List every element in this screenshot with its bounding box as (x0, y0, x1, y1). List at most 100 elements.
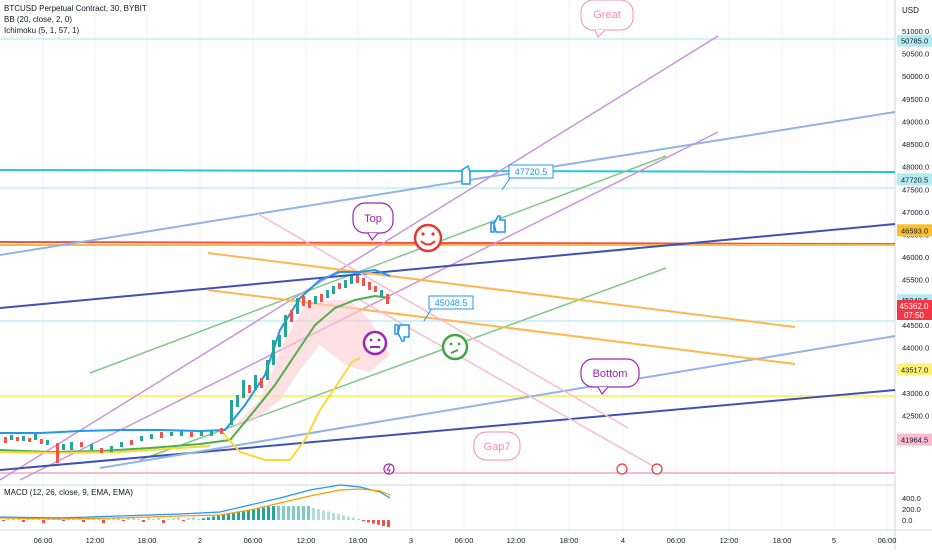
thumbs-down-icon[interactable] (394, 324, 410, 342)
price-badges: 50785.047720.546593.045048.543517.041964… (897, 34, 932, 446)
macd-histogram-bar (322, 510, 325, 520)
us-flag-event-icon (651, 463, 663, 475)
price-tick-label: 46000.0 (902, 253, 929, 262)
price-badge (897, 173, 932, 186)
macd-histogram-bar (227, 513, 230, 520)
price-badge-label: 41964.5 (901, 436, 928, 445)
macd-histogram-bar (242, 511, 245, 520)
price-tick-label: 50000.0 (902, 72, 929, 81)
callout-top[interactable]: Top (352, 202, 394, 242)
time-tick-label: 4 (621, 536, 625, 545)
currency-label[interactable]: USD (902, 6, 919, 15)
macd-histogram-bar (272, 506, 275, 520)
pointing-hand-icon[interactable] (461, 164, 471, 185)
macd-histogram-bar (32, 519, 35, 520)
symbol-legend[interactable]: BTCUSD Perpetual Contract, 30, BYBIT (4, 4, 147, 13)
macd-histogram-bar (92, 519, 95, 520)
macd-histogram-bar (292, 506, 295, 520)
countdown-value: 07:50 (904, 311, 925, 320)
macd-histogram-bar (257, 508, 260, 520)
macd-histogram-bar (282, 506, 285, 520)
price-tick-label: 47500.0 (902, 185, 929, 194)
price-tick-label: 49500.0 (902, 95, 929, 104)
macd-pane[interactable] (0, 484, 391, 528)
price-badge-label: 46593.0 (901, 226, 928, 235)
last-price-badge: 45362.0 07:50 (897, 300, 932, 320)
macd-histogram-bar (277, 506, 280, 520)
macd-histogram-bar (47, 519, 50, 520)
time-tick-label: 2 (198, 536, 202, 545)
callout-great[interactable]: Great (580, 0, 634, 38)
macd-axis: 400.0 200.0 0.0 (902, 494, 921, 525)
confused-face-icon[interactable] (441, 333, 469, 361)
callout-gap[interactable]: Gap7 (473, 431, 521, 461)
macd-histogram-bar (302, 506, 305, 520)
macd-histogram-bar (317, 509, 320, 520)
macd-histogram-bar (42, 520, 45, 523)
time-axis[interactable]: 06:00 12:00 18:00 2 06:00 12:00 18:00 3 06:00 12:… (34, 536, 897, 545)
macd-histogram-bar (367, 520, 370, 523)
happy-face-icon[interactable] (413, 223, 443, 253)
price-callout-45048[interactable]: 45048.5 (423, 295, 474, 322)
macd-histogram-bar (327, 511, 330, 520)
ichimoku-legend[interactable]: Ichimoku (5, 1, 57, 1) (4, 26, 80, 35)
price-tick-label: 48500.0 (902, 140, 929, 149)
macd-histogram-bar (362, 520, 365, 522)
candles (4, 275, 389, 463)
macd-legend[interactable]: MACD (12, 26, close, 9, EMA, EMA) (4, 488, 133, 497)
macd-histogram-bar (377, 520, 380, 525)
macd-histogram-bar (267, 506, 270, 520)
macd-histogram-bar (217, 515, 220, 520)
time-tick-label: 18:00 (138, 536, 157, 545)
macd-histogram-bar (337, 514, 340, 520)
macd-histogram-bar (297, 506, 300, 520)
callout-bottom-label: Bottom (593, 368, 628, 380)
macd-histogram-bar (132, 517, 135, 520)
neutral-face-icon[interactable] (362, 330, 388, 356)
price-tick-label: 50500.0 (902, 50, 929, 59)
macd-histogram-bar (207, 517, 210, 520)
macd-histogram-bar (167, 519, 170, 520)
callout-bottom[interactable]: Bottom (580, 358, 640, 396)
macd-histogram-bar (2, 520, 5, 521)
macd-histogram-bar (312, 508, 315, 520)
horizontal-levels[interactable] (0, 38, 896, 474)
bollinger-bands (0, 268, 391, 461)
macd-histogram-bar (162, 520, 165, 523)
price-badge (897, 34, 932, 47)
macd-histogram-bar (97, 518, 100, 520)
macd-histogram-bar (372, 520, 375, 524)
price-badge (897, 433, 932, 446)
price-callout-47720[interactable]: 47720.5 (501, 164, 554, 191)
macd-histogram-bar (287, 506, 290, 520)
callout-great-label: Great (593, 9, 621, 21)
event-markers[interactable] (383, 463, 663, 475)
time-tick-label: 06:00 (34, 536, 53, 545)
macd-histogram-bar (7, 518, 10, 520)
macd-histogram-bar (172, 518, 175, 520)
macd-histogram-bar (357, 518, 360, 520)
macd-histogram-bar (192, 517, 195, 520)
macd-histogram-bar (237, 511, 240, 520)
macd-histogram-bar (232, 512, 235, 520)
lightning-event-icon (383, 463, 395, 475)
trend-lines[interactable] (0, 35, 896, 481)
time-tick-label: 18:00 (560, 536, 579, 545)
time-tick-label: 12:00 (507, 536, 526, 545)
price-tick-label: 48000.0 (902, 163, 929, 172)
price-callout-47720-label: 47720.5 (515, 167, 548, 177)
thumbs-up-icon[interactable] (490, 215, 506, 233)
macd-histogram-bar (262, 507, 265, 520)
bb-legend[interactable]: BB (20, close, 2, 0) (4, 15, 73, 24)
ichimoku-cloud (230, 300, 390, 430)
macd-histogram-bar (137, 519, 140, 520)
us-flag-event-icon (616, 463, 628, 475)
price-tick-label: 42500.0 (902, 411, 929, 420)
macd-histogram-bar (382, 520, 385, 526)
price-badge (897, 363, 932, 376)
time-tick-label: 18:00 (773, 536, 792, 545)
price-badge-label: 43517.0 (901, 365, 928, 374)
time-tick-label: 06:00 (455, 536, 474, 545)
